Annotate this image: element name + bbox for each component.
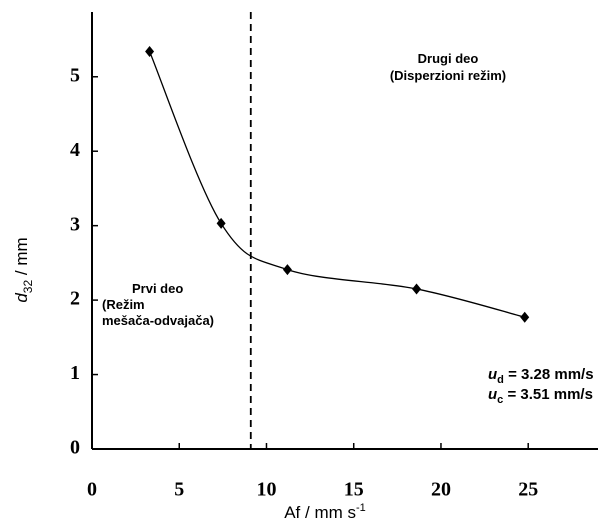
velocity-text: = 3.51 mm/s — [503, 386, 593, 403]
point — [412, 283, 422, 295]
x-tick-label: 5 — [174, 479, 184, 501]
x-label-text: Af / mm s — [284, 503, 356, 522]
velocity-sub: d — [497, 374, 504, 386]
y-tick-label: 4 — [70, 139, 80, 161]
y-tick-label: 0 — [70, 437, 80, 459]
y-tick-label: 3 — [70, 213, 80, 235]
velocity-label: uc = 3.51 mm/s — [488, 386, 593, 406]
region-label: mešača-odvajača) — [102, 313, 214, 328]
x-tick-label: 0 — [87, 479, 97, 501]
point — [282, 264, 292, 276]
region-label: Drugi deo — [418, 51, 479, 66]
velocity-label: ud = 3.28 mm/s — [488, 366, 594, 386]
x-axis-label: Af / mm s-1 — [284, 502, 366, 522]
y-label: d32 / mm — [12, 237, 35, 302]
x-tick-label: 15 — [344, 479, 364, 501]
point — [216, 217, 226, 229]
point — [145, 45, 155, 57]
region-label: (Disperzioni režim) — [390, 68, 506, 83]
x-label: Af / mm s-1 — [284, 502, 366, 522]
point — [520, 311, 530, 323]
y-tick-label: 1 — [70, 362, 80, 384]
velocity-text: = 3.28 mm/s — [504, 366, 594, 383]
x-tick-label: 25 — [518, 479, 538, 501]
y-tick-label: 5 — [70, 64, 80, 86]
velocity-symbol: u — [488, 386, 497, 403]
y-label-sub: 32 — [21, 280, 35, 294]
curve — [148, 51, 525, 318]
region-label: (Režim — [102, 297, 145, 312]
region-label: Prvi deo — [132, 281, 183, 296]
y-tick-label: 2 — [70, 288, 80, 310]
x-label-sup: -1 — [356, 502, 366, 514]
velocity-sub: c — [497, 394, 503, 406]
y-label-main: d — [12, 293, 31, 303]
x-tick-label: 20 — [431, 479, 451, 501]
x-tick-label: 10 — [256, 479, 276, 501]
velocity-symbol: u — [488, 366, 497, 383]
y-label-rest: / mm — [12, 237, 31, 280]
